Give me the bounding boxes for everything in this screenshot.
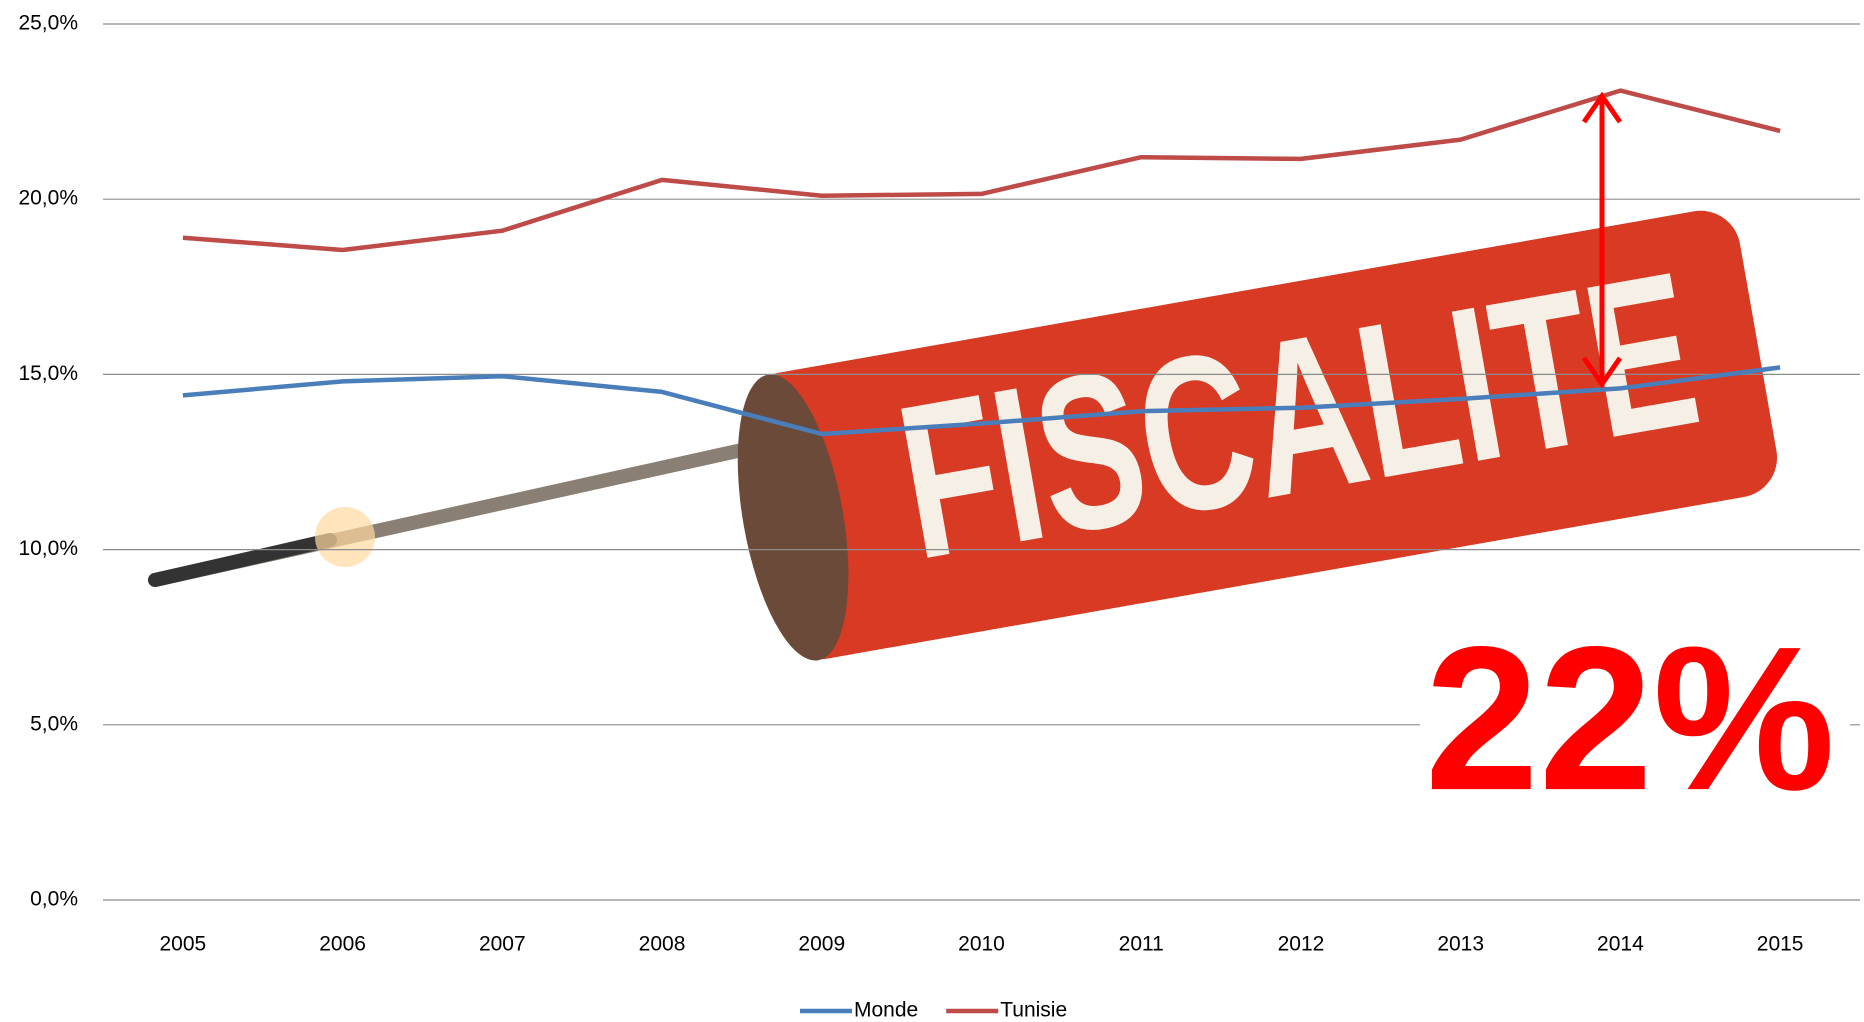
y-tick-label: 5,0% bbox=[30, 712, 78, 735]
legend-label: Monde bbox=[854, 999, 918, 1022]
legend-label: Tunisie bbox=[1000, 999, 1067, 1022]
arrow-heads bbox=[1581, 91, 1623, 389]
fuse-burnt bbox=[148, 533, 337, 587]
legend: Monde Tunisie bbox=[800, 999, 1067, 1022]
y-tick-label: 15,0% bbox=[18, 362, 78, 385]
x-tick-label: 2005 bbox=[160, 933, 207, 956]
spark bbox=[315, 507, 375, 567]
y-tick-label: 25,0% bbox=[18, 12, 78, 35]
y-tick-label: 0,0% bbox=[30, 888, 78, 911]
x-tick-label: 2015 bbox=[1757, 933, 1804, 956]
x-tick-label: 2014 bbox=[1597, 933, 1644, 956]
big-figure: 22% bbox=[1425, 604, 1835, 833]
dynamite: FISCALITE bbox=[148, 210, 1778, 661]
x-tick-label: 2006 bbox=[319, 933, 366, 956]
x-tick-label: 2010 bbox=[958, 933, 1005, 956]
x-tick-label: 2013 bbox=[1437, 933, 1484, 956]
y-tick-label: 20,0% bbox=[18, 187, 78, 210]
series-line bbox=[182, 88, 1781, 253]
y-tick-label: 10,0% bbox=[18, 537, 78, 560]
label-bg bbox=[1420, 640, 1850, 820]
x-tick-label: 2011 bbox=[1119, 933, 1164, 956]
x-tick-label: 2007 bbox=[479, 933, 526, 956]
stick bbox=[744, 210, 1778, 660]
x-tick-label: 2009 bbox=[798, 933, 845, 956]
series-line bbox=[182, 365, 1781, 437]
x-tick-label: 2012 bbox=[1278, 933, 1325, 956]
plot: 0,0% 5,0% 10,0% 15,0% 20,0% 25,0% 2005 2006 2007… bbox=[18, 12, 1860, 956]
stick-end bbox=[737, 374, 849, 661]
x-tick-label: 2008 bbox=[639, 933, 686, 956]
